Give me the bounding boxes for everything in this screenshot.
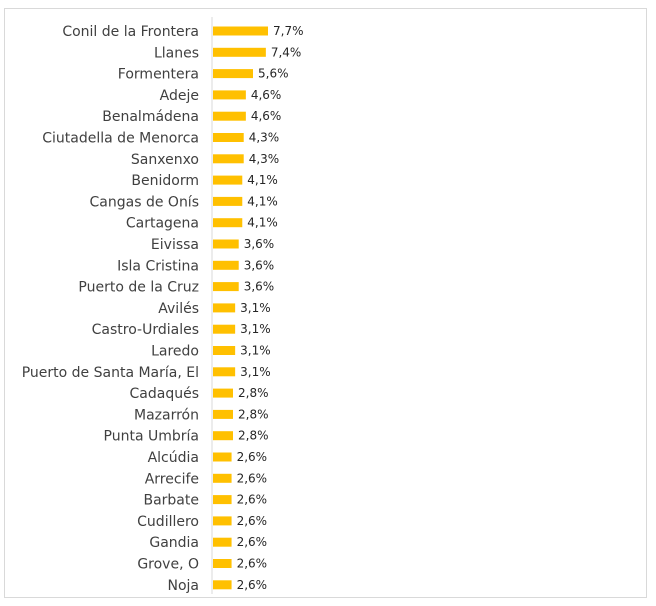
category-label: Mazarrón [134,407,199,423]
value-label: 2,8% [238,429,269,443]
bar-10 [213,218,243,228]
category-label: Formentera [118,67,199,83]
bar-23 [213,495,232,505]
value-label: 2,6% [237,450,267,464]
category-label: Llanes [154,45,199,61]
bar-1 [213,26,268,36]
bar-3 [213,69,253,79]
bar-27 [213,580,232,590]
bar-chart: Conil de la Frontera Llanes Formentera Adej… [22,17,304,594]
value-label: 2,8% [238,386,269,400]
bar-26 [213,559,232,568]
category-label: Castro-Urdiales [92,322,199,338]
category-label: Puerto de Santa María, El [22,365,199,381]
bar-12 [213,260,239,270]
category-label: Ciutadella de Menorca [42,131,199,147]
value-label: 4,1% [247,216,277,230]
bar-13 [213,282,239,292]
category-label: Noja [167,578,199,594]
value-label: 3,1% [240,365,271,379]
category-label: Adeje [160,88,199,104]
bar-11 [213,239,239,249]
bar-18 [213,388,233,398]
category-label: Grove, O [137,557,199,573]
value-label: 2,6% [237,535,267,549]
category-label: Benalmádena [102,109,199,125]
category-label: Punta Umbría [104,429,199,445]
value-label: 7,4% [271,45,302,59]
category-label: Sanxenxo [131,152,199,168]
value-label: 4,3% [249,131,280,145]
bar-9 [213,196,243,206]
category-label: Benidorm [131,173,199,189]
value-label: 3,6% [244,258,275,272]
category-label: Eivissa [151,237,199,253]
category-label: Laredo [151,344,199,360]
value-label: 4,3% [249,152,280,166]
value-label: 4,6% [251,88,282,102]
value-label: 3,1% [240,322,271,336]
value-label: 2,8% [238,407,269,421]
value-labels: 7,7% 7,4% 5,6% 4,6% 4,6% 4,3% 4,3% 4,1% 4,1% 4,1%… [237,24,304,592]
bar-8 [213,175,243,185]
value-label: 3,6% [244,280,275,294]
bar-5 [213,111,246,121]
bar-24 [213,516,232,526]
chart-frame: Conil de la Frontera Llanes Formentera Adej… [4,8,647,598]
value-label: 2,6% [237,557,267,571]
bar-6 [213,133,244,142]
category-label: Isla Cristina [117,258,199,274]
category-label: Cadaqués [130,386,200,402]
bar-17 [213,367,236,377]
value-label: 4,1% [247,194,277,208]
category-label: Arrecife [145,471,199,487]
category-label: Puerto de la Cruz [78,280,199,296]
value-label: 4,6% [251,109,282,123]
category-label: Gandia [149,535,199,551]
category-label: Cartagena [126,216,199,232]
value-label: 2,6% [237,493,267,507]
bar-16 [213,346,236,355]
value-label: 7,7% [273,24,304,38]
value-label: 5,6% [258,67,289,81]
value-label: 2,6% [237,578,267,592]
bar-15 [213,324,236,334]
bar-20 [213,431,233,441]
value-label: 2,6% [237,514,267,528]
category-label: Cangas de Onís [90,194,199,210]
value-label: 3,6% [244,237,275,251]
value-label: 3,1% [240,301,271,315]
value-label: 4,1% [247,173,277,187]
category-label: Cudillero [137,514,199,530]
bar-2 [213,47,266,57]
bar-series [213,26,268,590]
category-label: Conil de la Frontera [62,24,199,40]
category-labels: Conil de la Frontera Llanes Formentera Adej… [22,24,199,594]
bar-7 [213,154,244,164]
value-label: 3,1% [240,344,271,358]
bar-4 [213,90,246,100]
value-label: 2,6% [237,471,267,485]
bar-14 [213,303,236,313]
bar-25 [213,537,232,547]
bar-22 [213,473,232,483]
category-label: Barbate [143,493,199,509]
category-label: Avilés [158,301,199,317]
category-label: Alcúdia [148,450,199,466]
bar-21 [213,452,232,462]
bar-19 [213,409,233,419]
